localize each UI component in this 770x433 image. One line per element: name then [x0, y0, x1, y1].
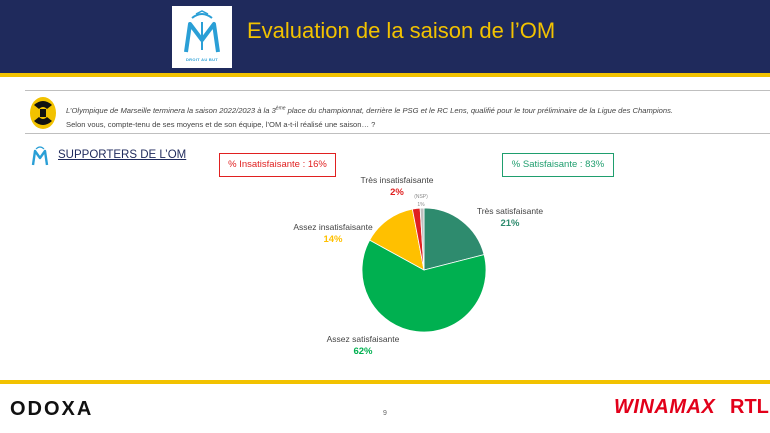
winamax-logo: WINAMAX — [614, 396, 716, 418]
survey-question: L’Olympique de Marseille terminera la sa… — [66, 101, 766, 132]
label-assez-satisfaisante: Assez satisfaisante 62% — [326, 334, 400, 357]
slice-assez-satisfaisante — [361, 239, 487, 333]
header-accent-line — [0, 73, 770, 77]
om-logo-icon — [184, 10, 220, 53]
om-logo: DROIT AU BUT — [172, 6, 232, 68]
label-tres-satisfaisante: Très satisfaisante 21% — [476, 206, 544, 229]
question-line-2: Selon vous, compte-tenu de ses moyens et… — [66, 119, 376, 129]
label-nsp: (NSP) 1% — [414, 194, 428, 208]
slice-assez-insatisfaisante — [369, 208, 425, 271]
kpi-satisfaisante: % Satisfaisante : 83% — [502, 153, 614, 177]
slice-tres-satisfaisante — [423, 207, 485, 271]
rtl-logo: RTL — [730, 396, 769, 418]
question-frame — [25, 90, 770, 134]
page-title: Evaluation de la saison de l’OM — [247, 18, 556, 43]
label-assez-insatisfaisante: Assez insatisfaisante 14% — [293, 222, 373, 245]
footer-accent-line — [0, 380, 770, 384]
kpi-insatisfaisante: % Insatisfaisante : 16% — [219, 153, 336, 177]
section-label: SUPPORTERS DE L’OM — [58, 149, 187, 161]
page-number: 9 — [383, 410, 387, 417]
header-bar — [0, 0, 770, 73]
slice-nsp — [419, 207, 425, 271]
question-line-1: L’Olympique de Marseille terminera la sa… — [66, 105, 674, 115]
label-tres-insatisfaisante: Très insatisfaisante 2% — [360, 175, 434, 198]
odoxa-logo: ODOXA — [10, 398, 94, 420]
om-logo-caption: DROIT AU BUT — [185, 57, 219, 62]
om-small-logo-icon — [31, 146, 49, 166]
odoxa-question-icon — [30, 97, 56, 129]
